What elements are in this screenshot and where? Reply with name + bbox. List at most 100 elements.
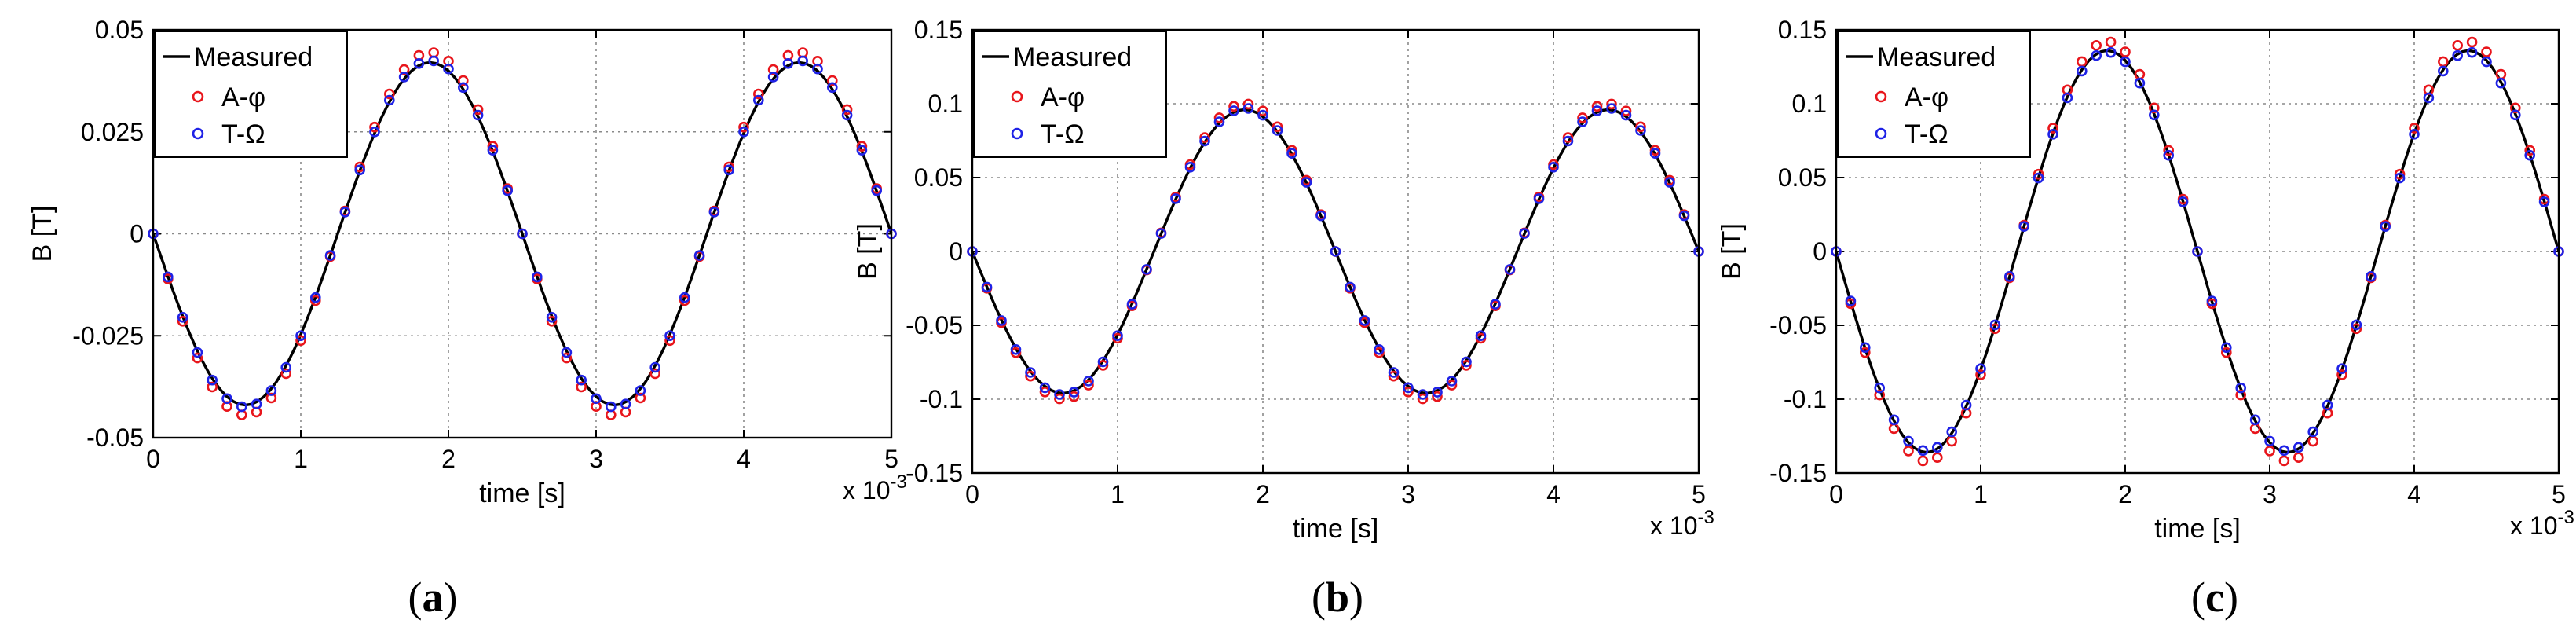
panel-caption: (a) xyxy=(408,574,458,621)
series-point-a-phi xyxy=(1242,98,1254,110)
series-point-a-phi xyxy=(177,315,188,327)
legend-label-t-omega: T-Ω xyxy=(1905,119,1948,149)
caption-paren-open: ( xyxy=(408,574,423,621)
series-point-t-omega xyxy=(1490,299,1501,310)
legend-label-a-phi: A-φ xyxy=(1905,82,1948,112)
x-tick-label: 5 xyxy=(1692,480,1706,508)
series-point-t-omega xyxy=(251,398,262,410)
series-point-t-omega xyxy=(856,145,868,156)
series-point-a-phi xyxy=(1083,380,1094,390)
series-point-t-omega xyxy=(1874,382,1885,394)
series-point-a-phi xyxy=(1228,101,1239,112)
series-point-t-omega xyxy=(502,185,514,196)
series-point-t-omega xyxy=(163,271,174,283)
y-tick-label: -0.025 xyxy=(72,321,144,350)
series-point-t-omega xyxy=(2495,77,2507,89)
y-axis-label: B [T] xyxy=(1717,223,1747,280)
series-point-t-omega xyxy=(2105,46,2117,58)
series-point-t-omega xyxy=(2264,435,2275,447)
series-point-t-omega xyxy=(1417,389,1429,400)
series-point-a-phi xyxy=(2033,168,2044,180)
series-point-a-phi xyxy=(1591,101,1603,112)
series-point-t-omega xyxy=(236,401,247,412)
series-point-a-phi xyxy=(383,88,395,100)
panel-caption: (b) xyxy=(1312,574,1363,621)
series-point-t-omega xyxy=(708,207,720,218)
series-point-t-omega xyxy=(1548,162,1559,173)
series-point-a-phi xyxy=(1975,369,1986,380)
series-point-t-omega xyxy=(2249,414,2261,426)
series-point-a-phi xyxy=(2235,389,2246,401)
series-point-a-phi xyxy=(2091,39,2102,51)
legend: Measured A-φ T-Ω xyxy=(154,31,348,158)
series-point-t-omega xyxy=(2077,65,2088,77)
series-point-t-omega xyxy=(1213,116,1225,127)
series-point-a-phi xyxy=(1272,121,1283,133)
series-point-a-phi xyxy=(1199,132,1210,143)
y-tick-label: 0 xyxy=(1813,237,1827,266)
series-point-t-omega xyxy=(1475,330,1487,342)
series-point-t-omega xyxy=(1068,387,1080,398)
series-point-t-omega xyxy=(2221,342,2232,354)
series-point-a-phi xyxy=(295,335,306,346)
y-tick-label: -0.1 xyxy=(1784,385,1827,413)
series-point-t-omega xyxy=(1917,445,1929,456)
series-point-t-omega xyxy=(1519,228,1530,239)
series-point-t-omega xyxy=(1388,367,1400,378)
series-point-t-omega xyxy=(2062,92,2073,104)
x-tick-label: 1 xyxy=(1974,480,1988,508)
series-point-t-omega xyxy=(428,55,440,67)
series-point-a-phi xyxy=(2481,46,2492,57)
series-point-t-omega xyxy=(1606,103,1617,114)
series-point-t-omega xyxy=(767,72,779,82)
series-point-a-phi xyxy=(546,315,558,327)
series-point-t-omega xyxy=(1010,343,1022,355)
x-multiplier-exponent: -3 xyxy=(1697,507,1714,528)
series-point-t-omega xyxy=(1533,193,1545,204)
y-tick-label: -0.05 xyxy=(1769,311,1827,339)
legend: Measured A-φ T-Ω xyxy=(1837,31,2031,158)
series-point-t-omega xyxy=(2466,46,2478,58)
series-point-t-omega xyxy=(812,63,823,75)
x-tick-label: 4 xyxy=(2407,480,2421,508)
series-point-a-phi xyxy=(1054,393,1065,405)
series-point-t-omega xyxy=(1989,319,2001,331)
series-point-t-omega xyxy=(664,330,675,342)
series-point-a-phi xyxy=(1097,360,1109,371)
series-point-t-omega xyxy=(1664,177,1675,188)
series-point-t-omega xyxy=(1649,148,1661,159)
legend-swatch-a-phi xyxy=(192,90,204,103)
series-point-t-omega xyxy=(2307,426,2318,438)
x-multiplier-base: x 10 xyxy=(2510,512,2557,540)
series-point-t-omega xyxy=(693,250,705,261)
series-point-a-phi xyxy=(2293,452,2304,464)
series-point-a-phi xyxy=(1039,386,1051,398)
series-point-t-omega xyxy=(280,361,292,373)
series-point-a-phi xyxy=(1417,393,1429,405)
series-point-t-omega xyxy=(1330,246,1341,257)
caption-paren-open: ( xyxy=(2191,574,2205,621)
x-axis-multiplier: x 10-3 xyxy=(2510,507,2574,540)
series-point-a-phi xyxy=(664,335,675,346)
series-point-t-omega xyxy=(1635,125,1646,136)
legend-swatch-t-omega xyxy=(1011,127,1023,140)
series-point-t-omega xyxy=(871,185,882,196)
series-point-t-omega xyxy=(1960,399,1972,411)
series-point-a-phi xyxy=(561,352,573,364)
series-point-t-omega xyxy=(1170,193,1181,204)
series-line-measured xyxy=(1835,49,2560,454)
axes-frame xyxy=(1835,28,2560,475)
series-point-t-omega xyxy=(2538,196,2550,207)
series-point-t-omega xyxy=(1359,315,1370,326)
series-point-t-omega xyxy=(679,292,690,303)
series-point-t-omega xyxy=(1155,228,1167,239)
panel-caption: (c) xyxy=(2191,574,2238,621)
series-point-t-omega xyxy=(1228,105,1239,116)
series-point-a-phi xyxy=(1562,132,1574,143)
series-point-t-omega xyxy=(177,311,188,323)
series-point-t-omega xyxy=(1403,382,1414,394)
series-point-t-omega xyxy=(1345,281,1356,293)
y-axis-label: B [T] xyxy=(27,206,57,262)
series-point-t-omega xyxy=(324,250,336,261)
caption-paren-close: ) xyxy=(444,574,458,621)
